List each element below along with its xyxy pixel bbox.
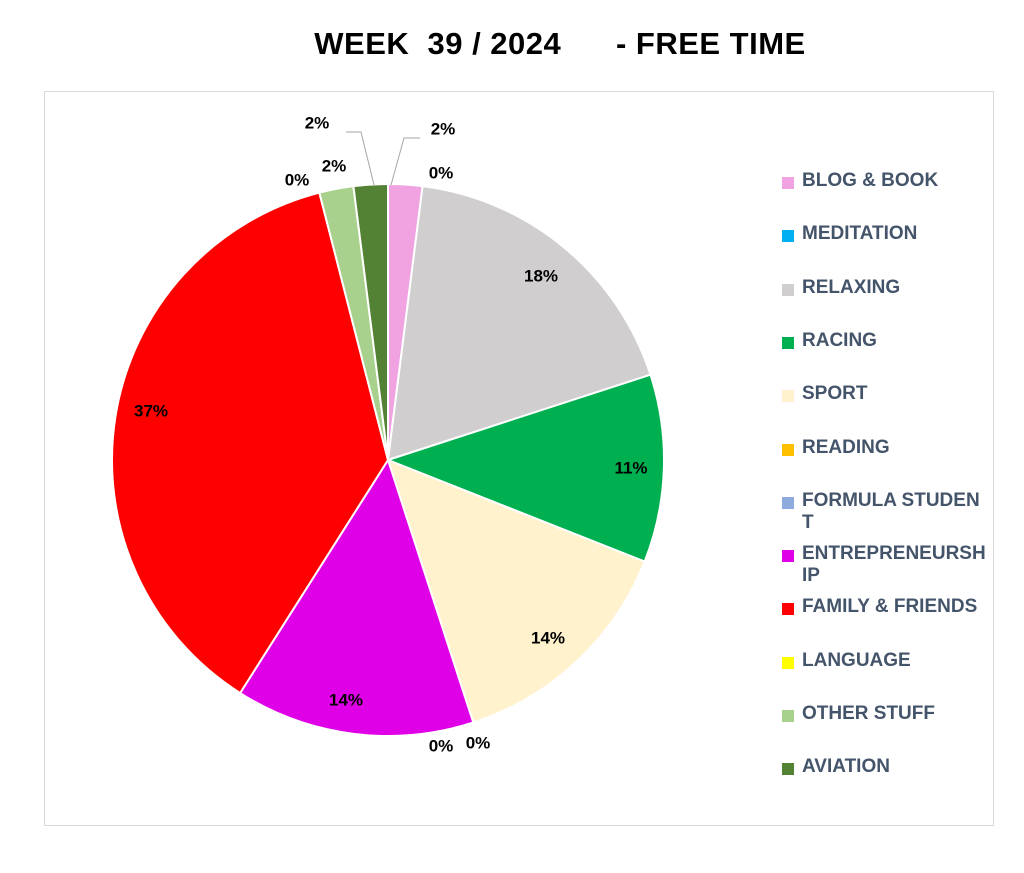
data-label-blog-book: 2%	[431, 119, 456, 138]
legend-label: RACING	[802, 329, 877, 351]
data-label-aviation: 2%	[305, 113, 330, 132]
legend-swatch	[782, 550, 794, 563]
legend-label: MEDITATION	[802, 223, 918, 245]
plot-area	[44, 91, 994, 826]
legend-swatch	[782, 496, 794, 509]
data-label-relaxing: 18%	[524, 266, 558, 285]
legend-item-family-friends: FAMILY & FRIENDS	[782, 596, 990, 618]
legend-swatch	[782, 710, 794, 722]
data-label-sport: 14%	[531, 628, 565, 647]
leader-line	[390, 137, 420, 186]
legend-item-sport: SPORT	[782, 383, 990, 405]
legend-label: RELAXING	[802, 276, 901, 298]
legend-swatch	[782, 443, 794, 456]
legend-swatch	[782, 283, 794, 296]
legend-swatch	[782, 656, 794, 669]
legend-swatch	[782, 336, 794, 349]
legend-label: READING	[802, 436, 890, 458]
data-label-family-friends: 37%	[134, 401, 168, 420]
legend-label: AVIATION	[802, 756, 890, 778]
legend-label: LANGUAGE	[802, 649, 911, 671]
data-label-racing: 11%	[614, 458, 647, 477]
legend-item-formula-student: FORMULA STUDENT	[782, 490, 990, 534]
legend-swatch	[782, 763, 794, 776]
legend-swatch	[782, 603, 794, 616]
chart-title: WEEK 39 / 2024 - FREE TIME	[314, 26, 806, 61]
legend-label: BLOG & BOOK	[802, 170, 939, 191]
leader-line	[346, 131, 375, 186]
pie-slice-aviation	[352, 182, 389, 461]
legend-item-meditation: MEDITATION	[782, 223, 990, 245]
legend-item-blog-book: BLOG & BOOK	[782, 170, 990, 192]
legend-item-entrepreneurship: ENTREPRENEURSHIP	[782, 543, 990, 587]
pie-slice-relaxing	[386, 185, 652, 462]
legend-item-relaxing: RELAXING	[782, 277, 990, 299]
legend-item-other-stuff: OTHER STUFF	[782, 703, 990, 725]
data-label-entrepreneurship: 14%	[329, 690, 363, 709]
data-label-other-stuff: 2%	[322, 156, 347, 175]
legend-item-racing: RACING	[782, 330, 990, 352]
legend-label: FAMILY & FRIENDS	[802, 596, 978, 618]
legend-item-language: LANGUAGE	[782, 650, 990, 672]
pie-slice-entrepreneurship	[238, 457, 475, 737]
legend-label: FORMULA STUDENT	[802, 489, 980, 533]
legend-item-aviation: AVIATION	[782, 756, 990, 778]
data-label-reading: 0%	[466, 733, 491, 752]
legend-swatch	[782, 390, 794, 403]
legend-label: ENTREPRENEURSHIP	[802, 543, 986, 587]
legend-swatch	[782, 177, 794, 189]
pie-slice-family-friends	[111, 191, 390, 695]
data-label-language: 0%	[285, 170, 310, 189]
data-label-meditation: 0%	[429, 163, 454, 182]
data-label-formula-student: 0%	[429, 736, 454, 755]
legend-label: SPORT	[802, 383, 868, 405]
legend-item-reading: READING	[782, 437, 990, 459]
pie-slice-racing	[385, 373, 665, 563]
legend-label: OTHER STUFF	[802, 703, 935, 724]
legend-swatch	[782, 230, 794, 243]
